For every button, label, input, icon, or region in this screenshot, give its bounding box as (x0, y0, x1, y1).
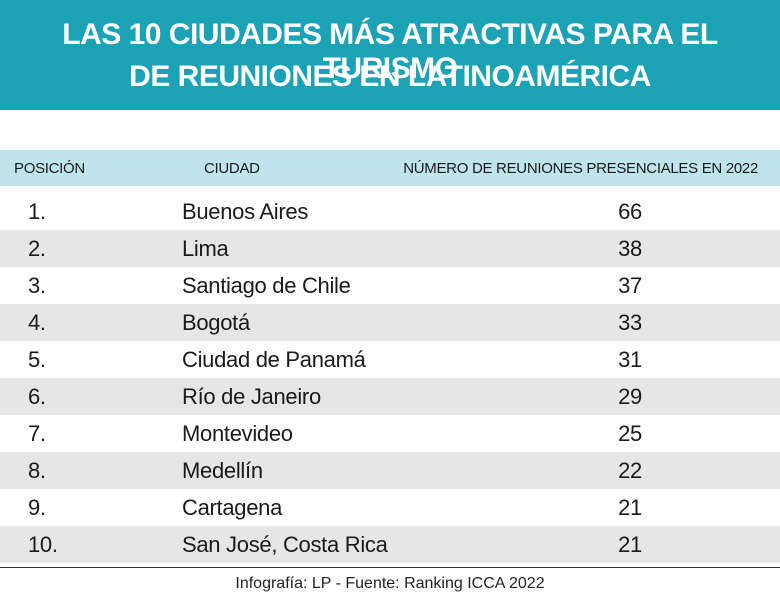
meetings: 33 (618, 310, 642, 335)
position: 7. (28, 421, 46, 446)
city: Buenos Aires (182, 199, 309, 224)
position: 1. (28, 199, 46, 224)
table-row: 9. Cartagena 21 (0, 489, 780, 526)
position: 2. (28, 236, 46, 261)
meetings: 31 (618, 347, 642, 372)
table-row: 8. Medellín 22 (0, 452, 780, 489)
position: 6. (28, 384, 46, 409)
table-row: 2. Lima 38 (0, 230, 780, 267)
column-header: POSICIÓN (14, 160, 85, 177)
position: 8. (28, 458, 46, 483)
column-header: NÚMERO DE REUNIONES PRESENCIALES EN 2022 (403, 160, 758, 177)
table-row: 4. Bogotá 33 (0, 304, 780, 341)
city: Medellín (182, 458, 263, 483)
table-row: 1. Buenos Aires 66 (0, 193, 780, 230)
title: DE REUNIONES EN LATINOAMÉRICA (129, 60, 651, 93)
column-header: CIUDAD (204, 160, 260, 177)
city: Montevideo (182, 421, 293, 446)
meetings: 21 (618, 495, 642, 520)
city: San José, Costa Rica (182, 532, 388, 557)
table-row: 5. Ciudad de Panamá 31 (0, 341, 780, 378)
position: 4. (28, 310, 46, 335)
city: Santiago de Chile (182, 273, 351, 298)
table-row: 10. San José, Costa Rica 21 (0, 526, 780, 563)
table-row: 7. Montevideo 25 (0, 415, 780, 452)
position: 3. (28, 273, 46, 298)
meetings: 22 (618, 458, 642, 483)
position: 10. (28, 532, 58, 557)
table-header: POSICIÓN CIUDAD NÚMERO DE REUNIONES PRES… (0, 150, 780, 186)
table-row: 6. Río de Janeiro 29 (0, 378, 780, 415)
divider (0, 567, 780, 568)
city: Cartagena (182, 495, 283, 520)
city: Bogotá (182, 310, 250, 335)
city: Lima (182, 236, 229, 261)
footer: Infografía: LP - Fuente: Ranking ICCA 20… (235, 575, 545, 592)
position: 5. (28, 347, 46, 372)
city: Río de Janeiro (182, 384, 321, 409)
meetings: 25 (618, 421, 642, 446)
title-bar: LAS 10 CIUDADES MÁS ATRACTIVAS PARA EL T… (0, 0, 780, 110)
meetings: 66 (618, 199, 642, 224)
meetings: 21 (618, 532, 642, 557)
title: LAS 10 CIUDADES MÁS ATRACTIVAS PARA EL T… (62, 18, 718, 85)
meetings: 29 (618, 384, 642, 409)
position: 9. (28, 495, 46, 520)
meetings: 37 (618, 273, 642, 298)
city: Ciudad de Panamá (182, 347, 366, 372)
meetings: 38 (618, 236, 642, 261)
table-row: 3. Santiago de Chile 37 (0, 267, 780, 304)
